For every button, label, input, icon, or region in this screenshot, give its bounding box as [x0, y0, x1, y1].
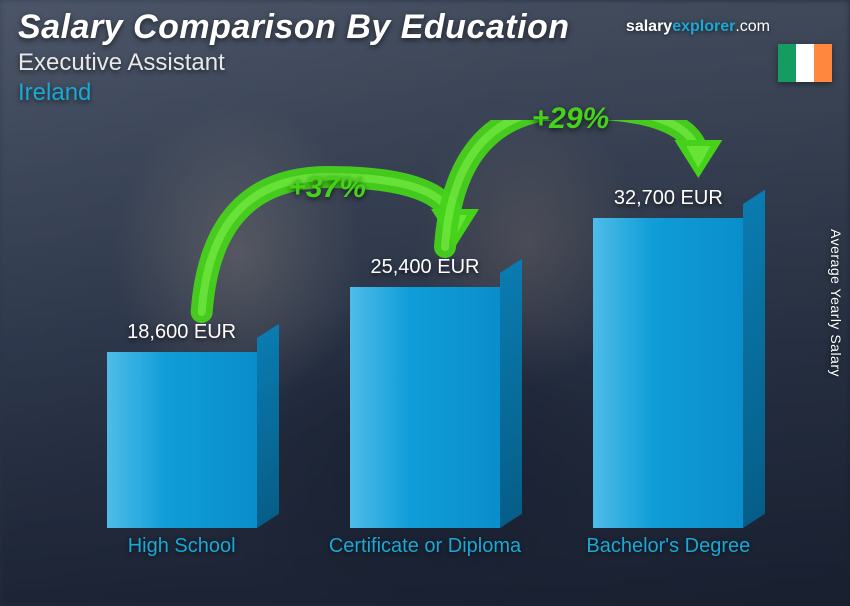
chart-subtitle: Executive Assistant: [18, 49, 832, 77]
bar-side-face: [257, 324, 279, 528]
bar-side-face: [743, 190, 765, 528]
chart-country: Ireland: [18, 79, 832, 107]
bar-3d: [107, 352, 257, 528]
x-axis-label: High School: [82, 534, 282, 586]
brand-tld: .com: [735, 18, 770, 35]
bar-side-face: [500, 259, 522, 528]
brand-watermark: salaryexplorer.com: [626, 18, 770, 36]
flag-stripe-1: [778, 44, 796, 82]
increase-pct-label: +37%: [288, 171, 366, 205]
chart-canvas: Salary Comparison By Education Executive…: [0, 0, 850, 606]
bar-3d: [350, 287, 500, 528]
increase-pct-label: +29%: [532, 102, 610, 136]
bar-front-face: [350, 287, 500, 528]
bar-value-label: 32,700 EUR: [614, 187, 723, 210]
bar-value-label: 18,600 EUR: [127, 321, 236, 344]
bars-container: 18,600 EUR 25,400 EUR 32,700 EUR: [60, 168, 790, 528]
flag-stripe-3: [814, 44, 832, 82]
bar-group: 18,600 EUR: [92, 321, 272, 528]
bar-front-face: [107, 352, 257, 528]
bar-group: 32,700 EUR: [578, 187, 758, 528]
brand-word2: explorer: [672, 18, 735, 35]
bar-group: 25,400 EUR: [335, 256, 515, 528]
x-axis-labels: High School Certificate or Diploma Bachelo…: [60, 534, 790, 586]
flag-stripe-2: [796, 44, 814, 82]
country-flag-icon: [778, 44, 832, 82]
y-axis-label: Average Yearly Salary: [828, 229, 844, 377]
bar-value-label: 25,400 EUR: [371, 256, 480, 279]
bar-chart: 18,600 EUR 25,400 EUR 32,700 EUR High Scho…: [60, 120, 790, 586]
x-axis-label: Bachelor's Degree: [568, 534, 768, 586]
bar-3d: [593, 218, 743, 528]
bar-front-face: [593, 218, 743, 528]
x-axis-label: Certificate or Diploma: [325, 534, 525, 586]
brand-word1: salary: [626, 18, 672, 35]
